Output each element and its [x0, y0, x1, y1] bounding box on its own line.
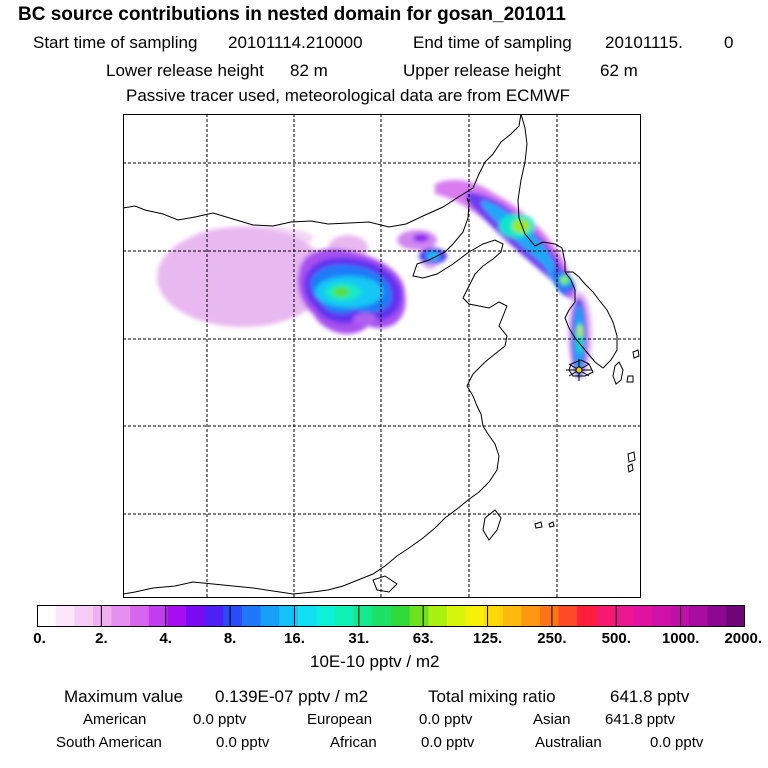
- region-name-south-american: South American: [56, 734, 162, 751]
- colorbar-swatch: [74, 605, 94, 627]
- colorbar-swatch: [484, 605, 504, 627]
- plot-title: BC source contributions in nested domain…: [18, 4, 566, 25]
- colorbar-swatch: [55, 605, 75, 627]
- start-time-label: Start time of sampling: [33, 33, 198, 52]
- colorbar-tick-label: 4.: [159, 630, 172, 647]
- region-name-asian: Asian: [533, 711, 571, 728]
- region-value-south-american: 0.0 pptv: [216, 734, 270, 751]
- end-time-value: 20101115.: [605, 33, 683, 52]
- colorbar-swatch: [372, 605, 392, 627]
- colorbar-tick-label: 1000.: [661, 630, 700, 647]
- upper-height-value: 62 m: [600, 61, 638, 80]
- colorbar-swatch: [260, 605, 280, 627]
- plume-west: [157, 226, 447, 335]
- colorbar-swatch: [409, 605, 429, 627]
- colorbar-unit: 10E-10 pptv / m2: [310, 652, 440, 671]
- colorbar-swatch: [689, 605, 709, 627]
- max-value: 0.139E-07 pptv / m2: [215, 687, 369, 706]
- plume-northeast: [435, 179, 572, 296]
- colorbar-swatch: [521, 605, 541, 627]
- graticule: [123, 114, 641, 598]
- colorbar-tick-label: 0.: [33, 630, 46, 647]
- max-value-label: Maximum value: [64, 687, 184, 706]
- region-name-european: European: [307, 711, 373, 728]
- colorbar-swatch: [353, 605, 373, 627]
- colorbar-swatch: [595, 605, 615, 627]
- colorbar-swatch: [186, 605, 206, 627]
- colorbar-swatch: [241, 605, 261, 627]
- colorbar-swatch: [707, 605, 727, 627]
- source-contribution-map: [123, 114, 641, 598]
- colorbar-tick-label: 31.: [348, 630, 370, 647]
- colorbar-swatch: [446, 605, 466, 627]
- region-value-european: 0.0 pptv: [419, 711, 473, 728]
- tracer-note: Passive tracer used, meteorological data…: [126, 86, 571, 105]
- colorbar-swatch: [391, 605, 411, 627]
- colorbar-swatch: [316, 605, 336, 627]
- colorbar-swatch: [502, 605, 522, 627]
- colorbar-swatch: [614, 605, 634, 627]
- region-value-african: 0.0 pptv: [421, 734, 475, 751]
- colorbar-swatch: [204, 605, 224, 627]
- colorbar-tick-label: 2000.: [724, 630, 762, 647]
- end-time-label: End time of sampling: [413, 33, 572, 52]
- colorbar-swatch: [223, 605, 243, 627]
- colorbar-swatch: [279, 605, 299, 627]
- colorbar-swatch: [726, 605, 745, 627]
- colorbar-tick-label: 63.: [412, 630, 434, 647]
- lower-height-value: 82 m: [290, 61, 328, 80]
- colorbar-tick-label: 8.: [223, 630, 237, 647]
- colorbar-tick-label: 2.: [95, 630, 108, 647]
- colorbar-tick-label: 125.: [472, 630, 503, 647]
- lower-height-label: Lower release height: [106, 61, 264, 80]
- colorbar-swatch: [148, 605, 168, 627]
- colorbar-swatch: [428, 605, 448, 627]
- region-name-african: African: [330, 734, 377, 751]
- region-name-american: American: [83, 711, 147, 728]
- coastlines-borders: [123, 114, 640, 595]
- colorbar-swatch: [651, 605, 671, 627]
- total-mixing-value: 641.8 pptv: [610, 687, 690, 706]
- colorbar-swatch: [167, 605, 187, 627]
- colorbar-tick-label: 250.: [537, 630, 567, 647]
- colorbar-swatch: [335, 605, 355, 627]
- colorbar-swatch: [558, 605, 578, 627]
- colorbar-swatch: [297, 605, 317, 627]
- colorbar-tick-label: 500.: [601, 630, 631, 647]
- receptor-marker: [566, 359, 592, 381]
- colorbar: [37, 605, 745, 627]
- start-time-value: 20101114.210000: [228, 33, 363, 52]
- region-value-australian: 0.0 pptv: [650, 734, 704, 751]
- region-value-american: 0.0 pptv: [193, 711, 247, 728]
- upper-height-label: Upper release height: [403, 61, 561, 80]
- map-frame: [123, 114, 641, 598]
- colorbar-swatch: [670, 605, 690, 627]
- colorbar-swatch: [130, 605, 150, 627]
- colorbar-tick-label: 16.: [284, 630, 305, 647]
- plume-south: [553, 270, 592, 378]
- colorbar-swatch: [540, 605, 560, 627]
- colorbar-swatch: [37, 605, 57, 627]
- colorbar-swatch: [92, 605, 112, 627]
- colorbar-frame: [37, 605, 745, 627]
- region-value-asian: 641.8 pptv: [605, 711, 676, 728]
- region-name-australian: Australian: [535, 734, 602, 751]
- end-time-extra: 0: [724, 33, 734, 52]
- colorbar-swatch: [577, 605, 597, 627]
- colorbar-swatch: [465, 605, 485, 627]
- total-mixing-label: Total mixing ratio: [428, 687, 556, 706]
- colorbar-swatch: [111, 605, 131, 627]
- colorbar-swatch: [633, 605, 653, 627]
